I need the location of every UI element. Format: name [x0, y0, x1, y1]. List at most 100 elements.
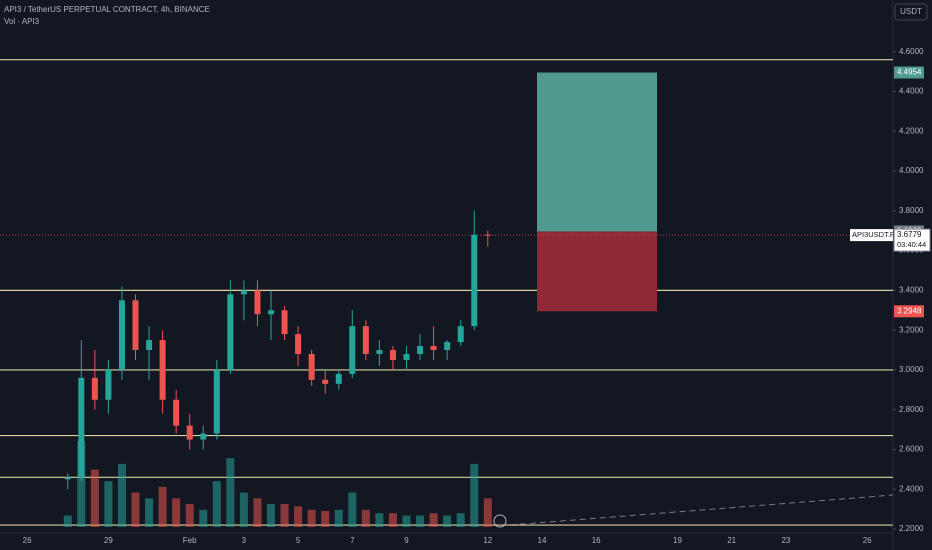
candle-body	[186, 425, 193, 440]
volume-bar	[470, 463, 479, 527]
x-tick-label: 7	[350, 536, 355, 545]
candle-body	[295, 334, 302, 355]
x-tick-label: Feb	[183, 536, 197, 545]
trend-line	[509, 494, 894, 526]
x-tick-label: 14	[538, 536, 547, 545]
candle-body	[213, 369, 220, 434]
volume-bar	[443, 515, 452, 527]
candle-body	[430, 346, 437, 351]
stop-zone	[537, 231, 657, 312]
volume-bar	[212, 481, 221, 527]
volume-bar	[416, 515, 425, 527]
y-tick-label: 3.2000	[899, 325, 924, 334]
x-tick-label: 9	[404, 536, 409, 545]
candle-body	[105, 369, 112, 400]
candle-body	[471, 234, 478, 327]
volume-bar	[77, 441, 86, 527]
candle-body	[335, 373, 342, 384]
y-tick-label: 4.2000	[899, 126, 924, 135]
candle-body	[64, 477, 71, 480]
y-tick-label: 4.6000	[899, 47, 924, 56]
volume-bar	[253, 498, 262, 527]
target-price: 4.4954	[897, 68, 922, 77]
candle-body	[376, 350, 383, 355]
candle-body	[308, 354, 315, 380]
volume-bar	[63, 515, 72, 527]
symbol-box	[850, 229, 893, 242]
y-tick-label: 3.8000	[899, 206, 924, 215]
volume-bar	[402, 515, 411, 527]
x-tick-label: 21	[727, 536, 736, 545]
candle-body	[362, 326, 369, 355]
volume-bar	[145, 498, 154, 527]
candle-body	[200, 433, 207, 440]
y-tick-label: 2.8000	[899, 405, 924, 414]
target-zone	[537, 72, 657, 232]
event-icon[interactable]	[493, 514, 507, 528]
chart-title: API3 / TetherUS PERPETUAL CONTRACT, 4h, …	[4, 5, 210, 14]
currency[interactable]: USDT	[900, 7, 922, 16]
candle-body	[457, 326, 464, 343]
candle-body	[484, 234, 491, 236]
stop-price-box	[894, 305, 924, 318]
volume-bar	[321, 510, 330, 527]
candle-body	[132, 300, 139, 351]
currency-box[interactable]	[894, 3, 928, 21]
candle-body	[78, 377, 85, 478]
x-tick-label: 26	[23, 536, 32, 545]
last-price-box	[893, 228, 931, 252]
candle-body	[281, 310, 288, 335]
candle-body	[403, 354, 410, 360]
y-tick-label: 3.4000	[899, 285, 924, 294]
y-tick-label: 3.0000	[899, 365, 924, 374]
candle-body	[417, 346, 424, 355]
x-tick-label: 12	[483, 536, 492, 545]
volume-bar	[348, 492, 357, 527]
volume-bar	[199, 509, 208, 527]
candle-body	[91, 377, 98, 400]
volume-bar	[172, 498, 181, 527]
candle-body	[240, 290, 247, 295]
volume-bar	[361, 509, 370, 527]
x-tick-label: 3	[242, 536, 247, 545]
candle-body	[146, 340, 153, 351]
candle-body	[322, 379, 329, 384]
candle-body	[349, 326, 356, 374]
x-tick-label: 19	[673, 536, 682, 545]
volume-bar	[483, 498, 492, 527]
y-tick-label: 4.0000	[899, 166, 924, 175]
candle-body	[444, 342, 451, 351]
volume-bar	[307, 509, 316, 527]
volume-bar	[375, 513, 384, 527]
volume-bar	[456, 513, 465, 527]
volume-bar	[131, 492, 140, 527]
volume-bar	[429, 513, 438, 527]
candle-body	[118, 300, 125, 370]
volume-bar	[388, 513, 397, 527]
y-tick-label: 4.4000	[899, 87, 924, 96]
stop-price: 3.2948	[897, 306, 922, 315]
last-price: 3.6779	[897, 230, 922, 239]
volume-bar	[280, 504, 289, 527]
candle-body	[254, 290, 261, 315]
x-tick-label: 16	[592, 536, 601, 545]
volume-bar	[334, 509, 343, 527]
candle-body	[389, 350, 396, 360]
volume-bar	[158, 486, 167, 527]
y-tick-label: 2.6000	[899, 445, 924, 454]
volume-bar	[226, 458, 235, 527]
x-tick-label: 29	[104, 536, 113, 545]
volume-bar	[294, 506, 303, 527]
symbol: API3USDT.P	[852, 230, 895, 239]
volume-bar	[185, 504, 194, 527]
y-tick-label: 2.2000	[899, 524, 924, 533]
target-price-box	[894, 66, 924, 79]
volume-bar	[267, 504, 275, 527]
countdown: 03:40:44	[897, 240, 926, 249]
volume-bar	[104, 481, 113, 527]
candle-body	[159, 340, 166, 400]
volume-bar	[90, 469, 99, 527]
candle-body	[268, 310, 274, 315]
